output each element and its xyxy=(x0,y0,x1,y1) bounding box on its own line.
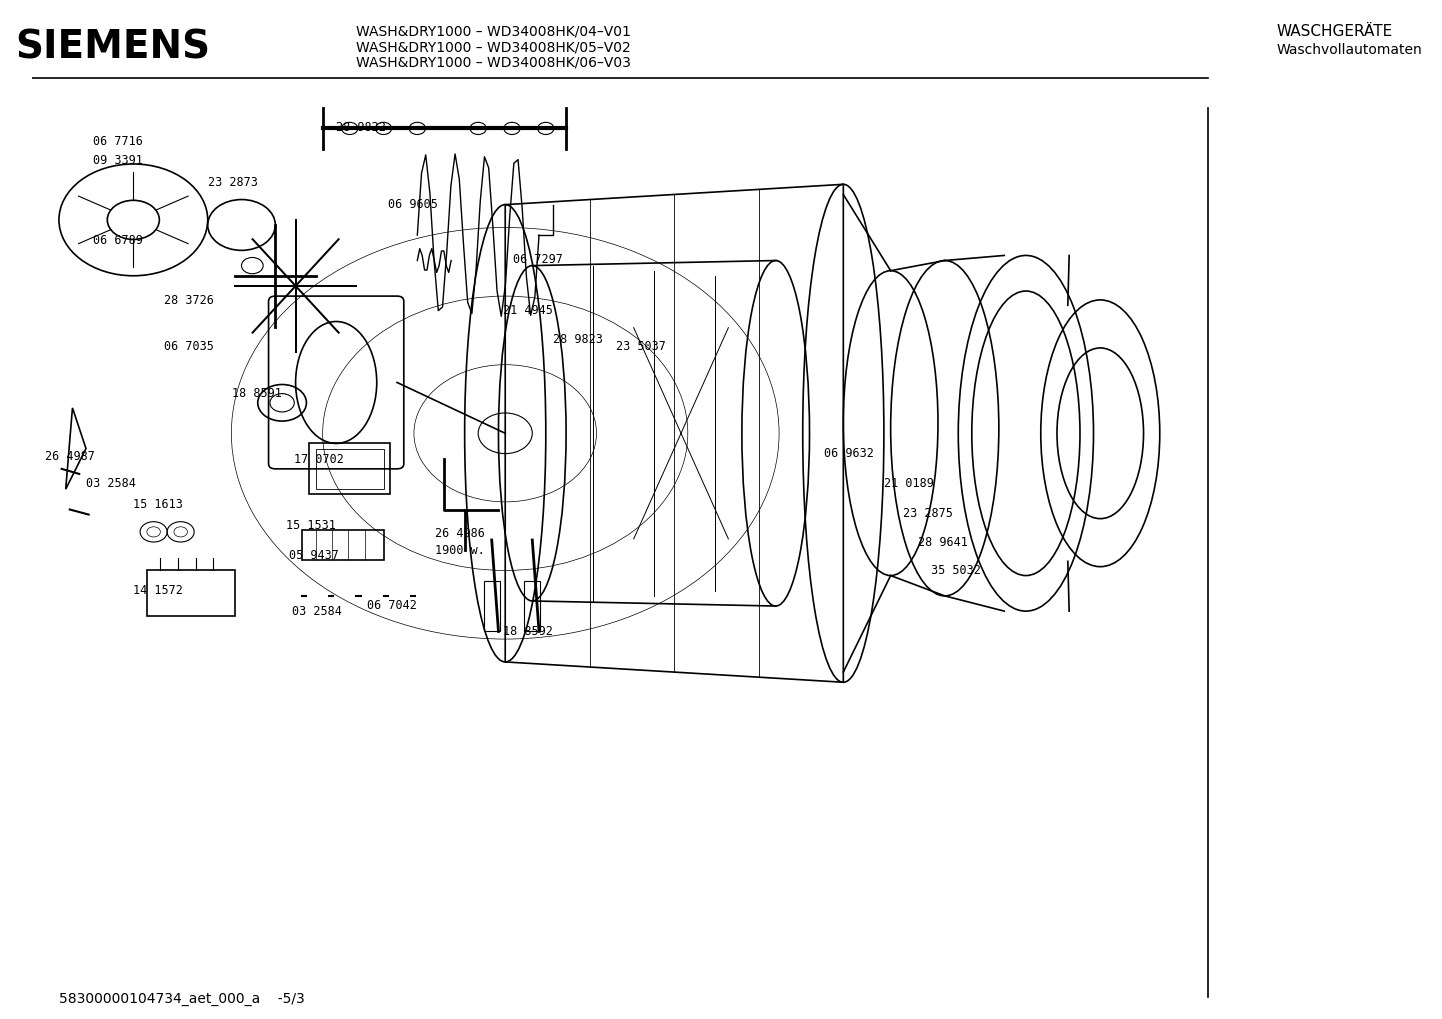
Bar xyxy=(147,571,235,616)
Text: SIEMENS: SIEMENS xyxy=(16,29,211,66)
Text: Waschvollautomaten: Waschvollautomaten xyxy=(1276,43,1422,57)
Text: WASCHGERÄTE: WASCHGERÄTE xyxy=(1276,24,1393,40)
Text: WASH&DRY1000 – WD34008HK/06–V03: WASH&DRY1000 – WD34008HK/06–V03 xyxy=(356,55,632,69)
Text: 1900 w.: 1900 w. xyxy=(435,544,485,556)
Text: 23 2873: 23 2873 xyxy=(208,175,258,189)
Text: 18 8592: 18 8592 xyxy=(502,625,552,638)
Text: 15 1613: 15 1613 xyxy=(133,498,183,511)
Text: 21 4945: 21 4945 xyxy=(502,304,552,317)
Text: 18 8591: 18 8591 xyxy=(232,387,283,400)
Text: 15 1531: 15 1531 xyxy=(286,520,336,532)
Text: 26 4986: 26 4986 xyxy=(435,528,485,540)
Text: 28 9823: 28 9823 xyxy=(552,333,603,346)
Text: 35 5032: 35 5032 xyxy=(932,564,981,577)
Text: 06 7716: 06 7716 xyxy=(92,136,143,148)
Text: 06 7297: 06 7297 xyxy=(513,253,564,266)
Text: 28 3726: 28 3726 xyxy=(164,293,215,307)
Text: 03 2584: 03 2584 xyxy=(291,604,342,618)
Text: 21 0189: 21 0189 xyxy=(884,477,934,489)
Text: 17 0702: 17 0702 xyxy=(294,453,345,467)
Text: 06 9632: 06 9632 xyxy=(825,447,874,461)
Bar xyxy=(523,581,541,632)
Text: 05 9437: 05 9437 xyxy=(288,548,339,561)
Bar xyxy=(309,443,391,494)
Text: 23 2875: 23 2875 xyxy=(903,507,953,520)
Text: 26 4987: 26 4987 xyxy=(45,450,95,464)
Bar xyxy=(483,581,500,632)
Text: 06 6789: 06 6789 xyxy=(92,233,143,247)
Text: 14 1572: 14 1572 xyxy=(133,584,183,597)
Text: 06 9605: 06 9605 xyxy=(388,198,437,211)
Text: 28 9641: 28 9641 xyxy=(917,536,968,548)
Text: WASH&DRY1000 – WD34008HK/05–V02: WASH&DRY1000 – WD34008HK/05–V02 xyxy=(356,40,632,54)
Text: 28 9822: 28 9822 xyxy=(336,121,386,133)
Text: 03 2584: 03 2584 xyxy=(87,477,136,489)
Bar xyxy=(316,448,384,489)
Bar xyxy=(303,530,384,560)
Text: 23 5037: 23 5037 xyxy=(616,340,666,354)
Text: WASH&DRY1000 – WD34008HK/04–V01: WASH&DRY1000 – WD34008HK/04–V01 xyxy=(356,24,632,39)
Text: 06 7035: 06 7035 xyxy=(164,340,215,354)
Text: 58300000104734_aet_000_a    -5/3: 58300000104734_aet_000_a -5/3 xyxy=(59,993,304,1007)
Text: 06 7042: 06 7042 xyxy=(368,598,417,611)
Text: 09 3391: 09 3391 xyxy=(92,155,143,167)
